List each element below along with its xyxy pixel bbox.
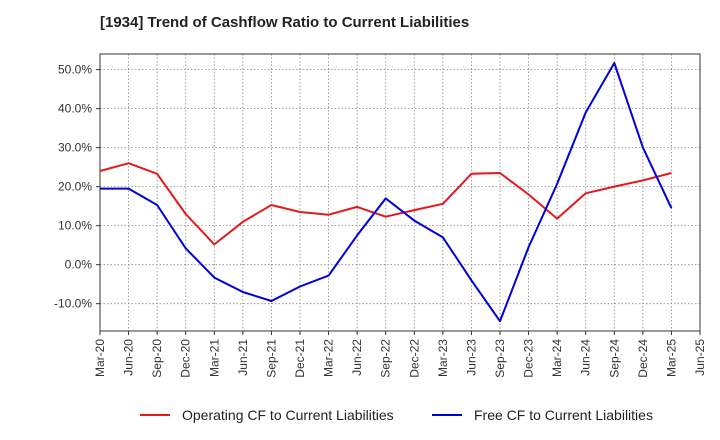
plot-border	[99, 53, 701, 332]
x-tick-label: Jun-25	[693, 339, 707, 376]
legend-swatch-operating-cf	[140, 414, 170, 416]
x-tick-label: Mar-22	[322, 339, 336, 377]
chart-title: [1934] Trend of Cashflow Ratio to Curren…	[100, 14, 470, 31]
x-tick-label: Sep-22	[379, 339, 393, 378]
x-tick-label: Jun-20	[122, 339, 136, 376]
legend-item-operating-cf: Operating CF to Current Liabilities	[140, 404, 394, 426]
series-lines	[99, 62, 673, 323]
x-tick-label: Mar-21	[207, 339, 221, 377]
x-tick-label: Jun-21	[236, 339, 250, 376]
y-tick-label: 20.0%	[58, 180, 92, 194]
x-tick-label: Jun-23	[464, 339, 478, 376]
legend-label-operating-cf: Operating CF to Current Liabilities	[182, 407, 394, 423]
y-tick-label: 0.0%	[65, 258, 93, 272]
x-tick-label: Jun-22	[350, 339, 364, 376]
x-tick-label: Sep-24	[607, 339, 621, 378]
y-tick-label: 30.0%	[58, 141, 92, 155]
legend-label-free-cf: Free CF to Current Liabilities	[474, 407, 653, 423]
plot-frame	[99, 53, 701, 332]
legend-swatch-free-cf	[432, 414, 462, 416]
series-line-0	[99, 162, 672, 246]
grid-lines	[99, 54, 701, 331]
x-tick-label: Sep-23	[493, 339, 507, 378]
legend-item-free-cf: Free CF to Current Liabilities	[432, 404, 653, 426]
y-tick-label: 40.0%	[58, 102, 92, 116]
x-tick-label: Sep-21	[264, 339, 278, 378]
x-tick-label: Dec-23	[522, 339, 536, 378]
x-tick-label: Dec-20	[179, 339, 193, 378]
x-tick-label: Mar-24	[550, 339, 564, 377]
x-tick-label: Dec-22	[407, 339, 421, 378]
x-tick-label: Dec-21	[293, 339, 307, 378]
series-line-1	[100, 62, 673, 323]
y-axis-tick-labels: -10.0% 0.0% 10.0% 20.0% 30.0% 40.0% 50.0%	[54, 63, 100, 311]
x-tick-label: Mar-25	[664, 339, 678, 377]
x-tick-label: Dec-24	[636, 339, 650, 378]
x-tick-label: Mar-20	[93, 339, 107, 377]
chart-legend: Operating CF to Current Liabilities Free…	[0, 404, 720, 426]
y-tick-label: -10.0%	[54, 297, 92, 311]
x-tick-label: Sep-20	[150, 339, 164, 378]
y-tick-label: 50.0%	[58, 63, 92, 77]
y-tick-label: 10.0%	[58, 219, 92, 233]
x-tick-label: Jun-24	[579, 339, 593, 376]
x-axis-tick-labels: Mar-20 Jun-20 Sep-20 Dec-20 Mar-21 Jun-21 Sep-…	[93, 331, 707, 378]
x-tick-label: Mar-23	[436, 339, 450, 377]
